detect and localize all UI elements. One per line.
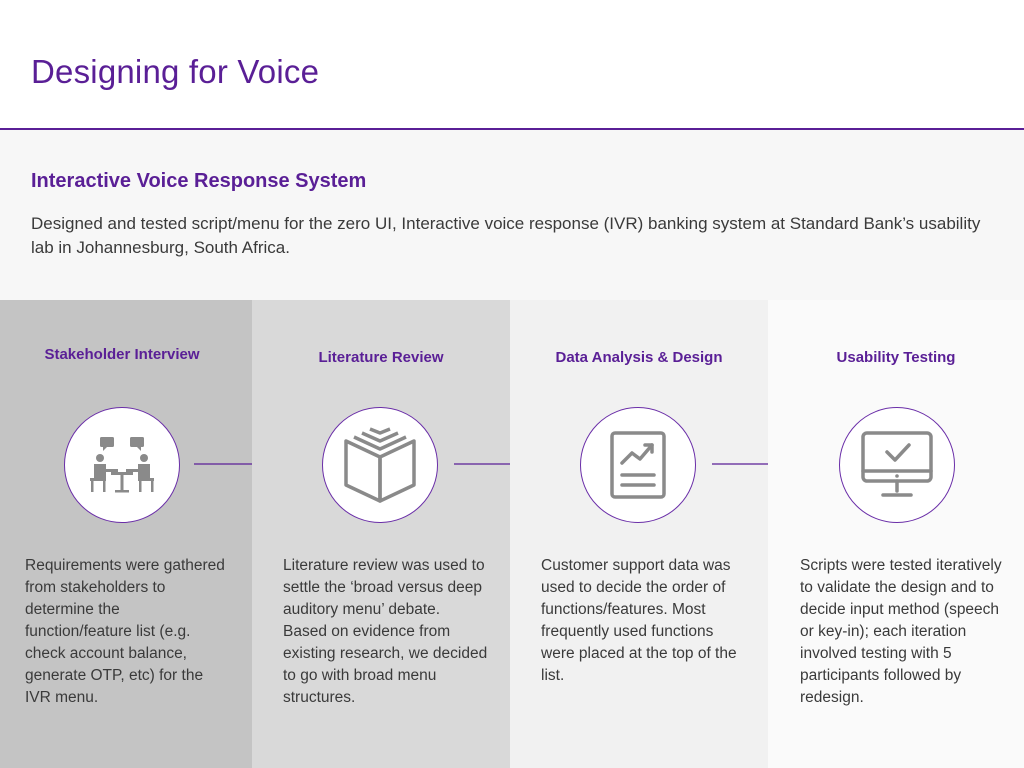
step-description: Scripts were tested iteratively to valid… — [800, 557, 1002, 706]
meeting-icon — [64, 407, 180, 523]
step-usability-testing: Usability Testing Scripts were tested it… — [768, 300, 1024, 768]
step-title: Usability Testing — [836, 349, 956, 366]
step-title: Stakeholder Interview — [44, 346, 200, 363]
step-description: Requirements were gathered from stakehol… — [25, 557, 225, 706]
book-icon — [322, 407, 438, 523]
step-title: Data Analysis & Design — [555, 349, 723, 366]
step-stakeholder-interview: Stakeholder Interview — [0, 300, 310, 768]
intro-section: Interactive Voice Response System Design… — [0, 130, 1024, 300]
step-literature-review: Literature Review Literature review was … — [252, 300, 568, 768]
section-description: Designed and tested script/menu for the … — [31, 214, 981, 257]
report-chart-icon — [580, 407, 696, 523]
section-heading: Interactive Voice Response System — [31, 170, 367, 192]
step-description: Literature review was used to settle the… — [283, 557, 488, 706]
title-divider — [0, 128, 1024, 130]
page-title: Designing for Voice — [31, 53, 320, 90]
step-data-analysis-design: Data Analysis & Design Customer support … — [510, 300, 824, 768]
step-description: Customer support data was used to decide… — [541, 557, 737, 684]
step-title: Literature Review — [318, 349, 444, 366]
monitor-check-icon — [839, 407, 955, 523]
